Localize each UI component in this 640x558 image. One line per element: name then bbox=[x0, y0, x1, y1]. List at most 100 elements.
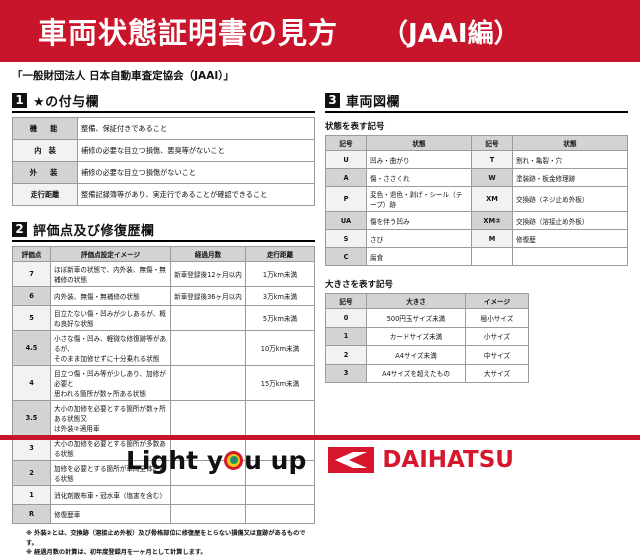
cell-symbol-right: M bbox=[471, 229, 513, 248]
cell-distance bbox=[245, 504, 315, 524]
cell-months bbox=[170, 305, 246, 331]
cell-state-left: 変色・退色・剥げ・シール（テープ）跡 bbox=[366, 186, 472, 212]
left-column: 1 ★の付与欄 機 能 整備、保証付きであること 内 装 補修の必要な目立つ損傷… bbox=[12, 87, 315, 558]
col-header-size-image: イメージ bbox=[465, 293, 529, 309]
cell-state-right: 塗装跡・板金修理跡 bbox=[512, 168, 628, 187]
cell-state-left: 腐食 bbox=[366, 247, 472, 266]
cell-image: ほぼ新車の状態で、内外装、無傷・無補修の状態 bbox=[50, 261, 171, 287]
state-table-body: U 凹み・曲がり T 割れ・亀裂・穴 A 傷・ささくれ W 塗装跡・板金修理跡 … bbox=[325, 150, 628, 266]
star-criteria-body: 機 能 整備、保証付きであること 内 装 補修の必要な目立つ損傷、悪臭等がないこ… bbox=[12, 117, 315, 206]
page-footer: Light y u up DAIHATSU bbox=[0, 440, 640, 480]
cell-distance: 10万km未満 bbox=[245, 330, 315, 366]
col-header-symbol-left: 記号 bbox=[325, 135, 367, 151]
section-1-title: ★の付与欄 bbox=[33, 95, 100, 110]
cell-state-right: 交換跡（溶接止め外板） bbox=[512, 211, 628, 230]
row-text: 整備、保証付きであること bbox=[77, 117, 315, 140]
section-1-badge: 1 bbox=[12, 93, 27, 108]
cell-size: A4サイズを超えたもの bbox=[366, 363, 466, 383]
target-core bbox=[231, 458, 236, 462]
section-3-badge: 3 bbox=[325, 93, 340, 108]
table-row: 外 装 補修の必要な目立つ損傷がないこと bbox=[12, 161, 315, 184]
cell-symbol-right: W bbox=[471, 168, 513, 187]
state-symbols-heading: 状態を表す記号 bbox=[325, 122, 385, 132]
section-3-title: 車両図欄 bbox=[346, 95, 401, 110]
section-1-header: 1 ★の付与欄 bbox=[12, 91, 315, 113]
state-symbols-table: 記号 状態 記号 状態 U 凹み・曲がり T 割れ・亀裂・穴 A bbox=[325, 135, 628, 266]
table-row: 5 目立たない傷・凹みが少しあるが、概ね良好な状態 5万km未満 bbox=[12, 305, 315, 331]
section-3-header: 3 車両図欄 bbox=[325, 91, 628, 113]
table-row: 3.5 大小の加修を必要とする箇所が数ヶ所ある状態又 は外装②適用車 bbox=[12, 400, 315, 436]
cell-image: 内外装、無傷・無補修の状態 bbox=[50, 286, 171, 306]
cell-score: 4.5 bbox=[12, 330, 51, 366]
table-row: 内 装 補修の必要な目立つ損傷、悪臭等がないこと bbox=[12, 139, 315, 162]
cell-score: 3.5 bbox=[12, 400, 51, 436]
cell-score: 4 bbox=[12, 365, 51, 401]
row-text: 整備記録簿等があり、実走行であることが確認できること bbox=[77, 183, 315, 206]
col-header-image: 評価点設定イメージ bbox=[50, 246, 171, 262]
cell-distance: 15万km未満 bbox=[245, 365, 315, 401]
table-row: 走行距離 整備記録簿等があり、実走行であることが確認できること bbox=[12, 183, 315, 206]
col-header-months: 経過月数 bbox=[170, 246, 246, 262]
cell-size-symbol: 0 bbox=[325, 308, 367, 328]
right-column: 3 車両図欄 状態を表す記号 記号 状態 記号 状態 U 凹み・曲がり bbox=[325, 87, 628, 558]
cell-symbol-left: UA bbox=[325, 211, 367, 230]
cell-symbol-right: XM② bbox=[471, 211, 513, 230]
evaluation-table-body: 7 ほぼ新車の状態で、内外装、無傷・無補修の状態 新車登録後12ヶ月以内 1万k… bbox=[12, 261, 315, 524]
table-row: P 変色・退色・剥げ・シール（テープ）跡 XM 交換跡（ネジ止め外板） bbox=[325, 186, 628, 212]
cell-months: 新車登録後12ヶ月以内 bbox=[170, 261, 246, 287]
cell-size-symbol: 2 bbox=[325, 345, 367, 365]
footer-divider bbox=[0, 435, 640, 440]
table-row: 6 内外装、無傷・無補修の状態 新車登録後36ヶ月以内 3万km未満 bbox=[12, 286, 315, 306]
section-2-title: 評価点及び修復歴欄 bbox=[33, 224, 155, 239]
evaluation-score-table: 評価点 評価点設定イメージ 経過月数 走行距離 7 ほぼ新車の状態で、内外装、無… bbox=[12, 246, 315, 524]
cell-image: 目立たない傷・凹みが少しあるが、概ね良好な状態 bbox=[50, 305, 171, 331]
cell-months bbox=[170, 485, 246, 505]
section-2-header: 2 評価点及び修復歴欄 bbox=[12, 220, 315, 242]
cell-distance: 5万km未満 bbox=[245, 305, 315, 331]
cell-distance: 3万km未満 bbox=[245, 286, 315, 306]
cell-state-right bbox=[512, 247, 628, 266]
cell-score: 7 bbox=[12, 261, 51, 287]
cell-months bbox=[170, 365, 246, 401]
cell-months bbox=[170, 330, 246, 366]
cell-score: R bbox=[12, 504, 51, 524]
cell-score: 6 bbox=[12, 286, 51, 306]
cell-symbol-left: C bbox=[325, 247, 367, 266]
cell-score: 1 bbox=[12, 485, 51, 505]
table-row: 4.5 小さな傷・凹み、軽微な修復跡等があるが、 そのまま加修せずに十分乗れる状… bbox=[12, 330, 315, 366]
footnote-1: ※ 外装②とは、交換跡（溶接止め外板）及び骨格部位に修復歴をとらない損傷又は直跡… bbox=[26, 530, 306, 547]
table-row: 4 目立つ傷・凹み等が少しあり、加修が必要と 思われる箇所が数ヶ所ある状態 15… bbox=[12, 365, 315, 401]
page-banner: 車両状態証明書の見方 （JAAI編） bbox=[0, 0, 640, 62]
cell-size-symbol: 1 bbox=[325, 326, 367, 346]
cell-state-right: 修復歴 bbox=[512, 229, 628, 248]
cell-symbol-left: A bbox=[325, 168, 367, 187]
cell-symbol-right: XM bbox=[471, 186, 513, 212]
daihatsu-mark-icon bbox=[328, 447, 375, 473]
table-row: 2 A4サイズ未満 中サイズ bbox=[325, 345, 529, 365]
table-row: S さび M 修復歴 bbox=[325, 229, 628, 248]
cell-symbol-right bbox=[471, 247, 513, 266]
col-header-size: 大きさ bbox=[366, 293, 466, 309]
col-header-state-right: 状態 bbox=[512, 135, 628, 151]
section-2-badge: 2 bbox=[12, 222, 27, 237]
table-row: 7 ほぼ新車の状態で、内外装、無傷・無補修の状態 新車登録後12ヶ月以内 1万k… bbox=[12, 261, 315, 287]
table-header-row: 記号 状態 記号 状態 bbox=[325, 135, 628, 151]
daihatsu-logo: DAIHATSU bbox=[328, 447, 514, 473]
table-row: 2 加修を必要とする箇所が車両全体にある状態 bbox=[12, 460, 315, 486]
cell-state-left: 傷を伴う凹み bbox=[366, 211, 472, 230]
star-criteria-table: 機 能 整備、保証付きであること 内 装 補修の必要な目立つ損傷、悪臭等がないこ… bbox=[12, 117, 315, 206]
col-header-symbol-right: 記号 bbox=[471, 135, 513, 151]
table-row: 機 能 整備、保証付きであること bbox=[12, 117, 315, 140]
table-row: 1 消化剤散布車・冠水車（塩害を含む） bbox=[12, 485, 315, 505]
footnote-2: ※ 経過月数の計算は、初年度登録月を一ヶ月として計算します。 bbox=[26, 549, 207, 557]
daihatsu-wordmark: DAIHATSU bbox=[382, 447, 514, 473]
col-header-score: 評価点 bbox=[12, 246, 51, 262]
row-text: 補修の必要な目立つ損傷がないこと bbox=[77, 161, 315, 184]
cell-image: 目立つ傷・凹み等が少しあり、加修が必要と 思われる箇所が数ヶ所ある状態 bbox=[50, 365, 171, 401]
cell-image: 大小の加修を必要とする箇所が数ヶ所ある状態又 は外装②適用車 bbox=[50, 400, 171, 436]
page-title: 車両状態証明書の見方 bbox=[38, 16, 339, 50]
cell-size-symbol: 3 bbox=[325, 363, 367, 383]
col-header-state-left: 状態 bbox=[366, 135, 472, 151]
tagline-after: u up bbox=[244, 445, 307, 475]
row-label: 外 装 bbox=[12, 161, 78, 184]
